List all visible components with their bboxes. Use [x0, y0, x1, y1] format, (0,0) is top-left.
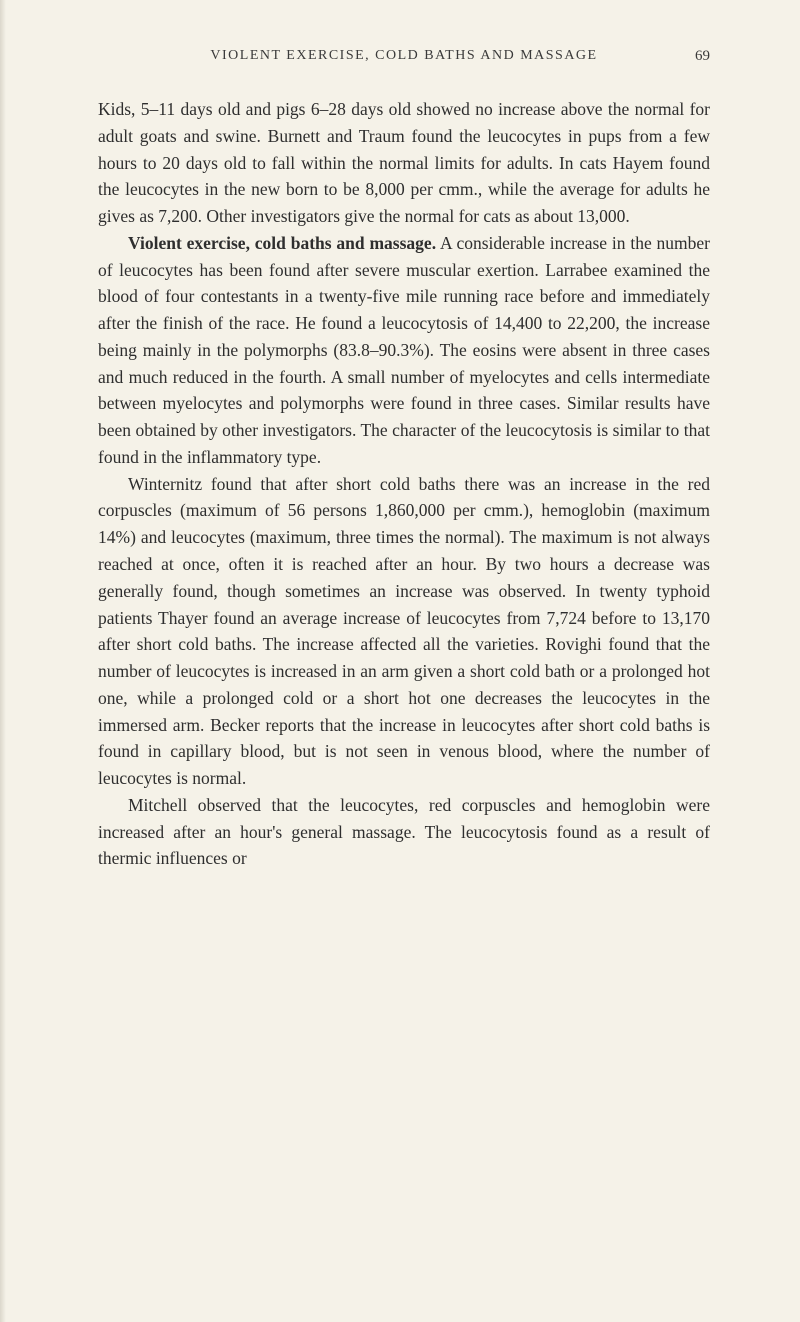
- page-header: VIOLENT EXERCISE, COLD BATHS AND MASSAGE…: [98, 48, 710, 64]
- paragraph-3: Winternitz found that after short cold b…: [98, 471, 710, 792]
- scan-edge-artifact: [0, 0, 6, 1322]
- paragraph-1: Kids, 5–11 days old and pigs 6–28 days o…: [98, 96, 710, 230]
- page-number: 69: [695, 48, 710, 65]
- paragraph-4: Mitchell observed that the leucocytes, r…: [98, 792, 710, 872]
- body-text-container: Kids, 5–11 days old and pigs 6–28 days o…: [98, 96, 710, 872]
- paragraph-2-lead: Violent exercise, cold baths and massage…: [128, 233, 436, 253]
- paragraph-2-rest: A considerable increase in the number of…: [98, 233, 710, 467]
- header-title: VIOLENT EXERCISE, COLD BATHS AND MASSAGE: [210, 48, 597, 63]
- paragraph-2: Violent exercise, cold baths and massage…: [98, 230, 710, 471]
